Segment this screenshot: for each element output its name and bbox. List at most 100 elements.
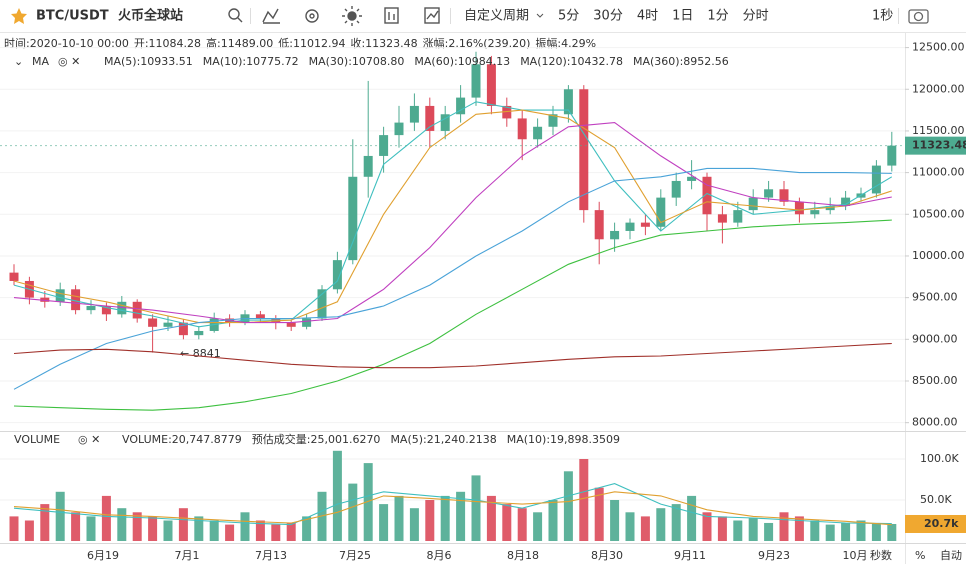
- volume-bar: [163, 520, 173, 541]
- volume-last-tag: [905, 514, 966, 533]
- volume-bar: [332, 450, 342, 541]
- volume-bar: [456, 491, 466, 541]
- volume-bar: [717, 516, 727, 541]
- ma-legend: MA(30):10708.80: [309, 55, 405, 68]
- volume-bar: [209, 520, 219, 541]
- candle-body: [871, 165, 881, 194]
- candle-body: [486, 64, 496, 106]
- volume-ma-line: [13, 491, 892, 526]
- candle-body: [887, 145, 897, 166]
- period-button[interactable]: 1分: [707, 9, 728, 24]
- volume-bar: [594, 487, 604, 541]
- camera-icon[interactable]: [908, 9, 929, 24]
- candle-body: [302, 318, 312, 327]
- volume-bar: [810, 520, 820, 541]
- volume-bar: [764, 522, 774, 541]
- candle-body: [717, 214, 727, 223]
- period-button[interactable]: 1日: [672, 9, 693, 24]
- ma-title: MA: [32, 55, 49, 68]
- candle-body: [456, 97, 466, 115]
- volume-bar: [486, 495, 496, 541]
- volume-bar: [409, 508, 419, 541]
- candle-body: [71, 289, 81, 311]
- footer-seconds: 秒数: [870, 548, 892, 562]
- volume-bar: [132, 512, 142, 541]
- x-tick-label: 8月18: [507, 549, 539, 562]
- candle-body: [517, 118, 527, 140]
- candle-body: [86, 305, 96, 311]
- volume-legend: 预估成交量:25,001.6270: [252, 432, 381, 446]
- volume-bar: [748, 518, 758, 541]
- x-tick-label: 6月19: [87, 549, 119, 562]
- candle-body: [409, 105, 419, 123]
- candle-body: [779, 189, 789, 202]
- info-item: 时间:2020-10-10 00:00: [4, 37, 129, 50]
- volume-bar: [363, 463, 373, 541]
- tool-icons[interactable]: [228, 6, 440, 26]
- volume-ma-legend: MA(10):19,898.3509: [507, 433, 620, 446]
- candle-body: [579, 89, 589, 211]
- volume-bar: [71, 512, 81, 541]
- volume-bar: [733, 520, 743, 541]
- candle-body: [317, 289, 327, 319]
- volume-bar: [86, 516, 96, 541]
- volume-bar: [394, 495, 404, 541]
- info-item: 低:11012.94: [278, 37, 345, 50]
- y-tick-label: 10500.00: [912, 207, 965, 220]
- volume-bar: [871, 522, 881, 541]
- period-button[interactable]: 4时: [637, 9, 658, 24]
- custom-period[interactable]: 自定义周期: [464, 9, 529, 24]
- candle-body: [764, 189, 774, 198]
- x-tick-label: 9月11: [674, 549, 706, 562]
- y-tick-label: 9000.00: [912, 332, 958, 345]
- info-item: 振幅:4.29%: [535, 36, 596, 50]
- candle-body: [625, 222, 635, 231]
- ma-legend: MA(120):10432.78: [520, 55, 623, 68]
- exchange: 火币全球站: [118, 8, 183, 24]
- ma-line: [13, 342, 892, 369]
- candle-body: [117, 301, 127, 315]
- volume-bar: [517, 508, 527, 541]
- volume-tick-label: 50.0K: [920, 493, 952, 506]
- period-button[interactable]: 分时: [743, 9, 769, 24]
- candle-body: [178, 322, 188, 336]
- ma-legend: MA(60):10984.13: [414, 55, 510, 68]
- ma-line: [13, 219, 892, 411]
- candle-body: [440, 114, 450, 131]
- y-tick-label: 10000.00: [912, 249, 965, 262]
- volume-settings[interactable]: ◎ ✕: [78, 433, 100, 446]
- y-tick-label: 8000.00: [912, 416, 958, 429]
- candle-body: [687, 176, 697, 181]
- volume-tick-label: 100.0K: [920, 452, 959, 465]
- candle-body: [502, 105, 512, 119]
- periods: 5分 30分 4时 1日 1分 分时: [558, 9, 769, 24]
- volume-bar: [178, 508, 188, 541]
- seconds-button[interactable]: 1秒: [872, 9, 893, 24]
- favorite-star[interactable]: [11, 8, 27, 24]
- volume-legend: VOLUME:20,747.8779: [122, 433, 242, 446]
- candle-body: [548, 114, 558, 127]
- period-button[interactable]: 5分: [558, 9, 579, 24]
- ma-settings[interactable]: ◎ ✕: [58, 55, 80, 68]
- pair[interactable]: BTC/USDT: [36, 9, 109, 24]
- volume-bar: [625, 512, 635, 541]
- footer-auto[interactable]: 自动: [940, 549, 962, 562]
- candle-body: [363, 155, 373, 177]
- footer-percent[interactable]: %: [915, 549, 925, 562]
- candle-body: [132, 301, 142, 319]
- volume-bar: [240, 512, 250, 541]
- volume-bar: [348, 483, 358, 541]
- candle-body: [671, 180, 681, 198]
- candle-body: [394, 122, 404, 136]
- volume-last-label: 20.7k: [924, 517, 959, 530]
- info-item: 高:11489.00: [206, 36, 273, 50]
- volume-bar: [825, 524, 835, 541]
- volume-bar: [255, 520, 265, 541]
- volume-bar: [225, 524, 235, 541]
- candle-body: [194, 330, 204, 336]
- period-button[interactable]: 30分: [593, 9, 623, 24]
- volume-bar: [533, 512, 543, 541]
- y-tick-label: 9500.00: [912, 291, 958, 304]
- candle-body: [640, 222, 650, 227]
